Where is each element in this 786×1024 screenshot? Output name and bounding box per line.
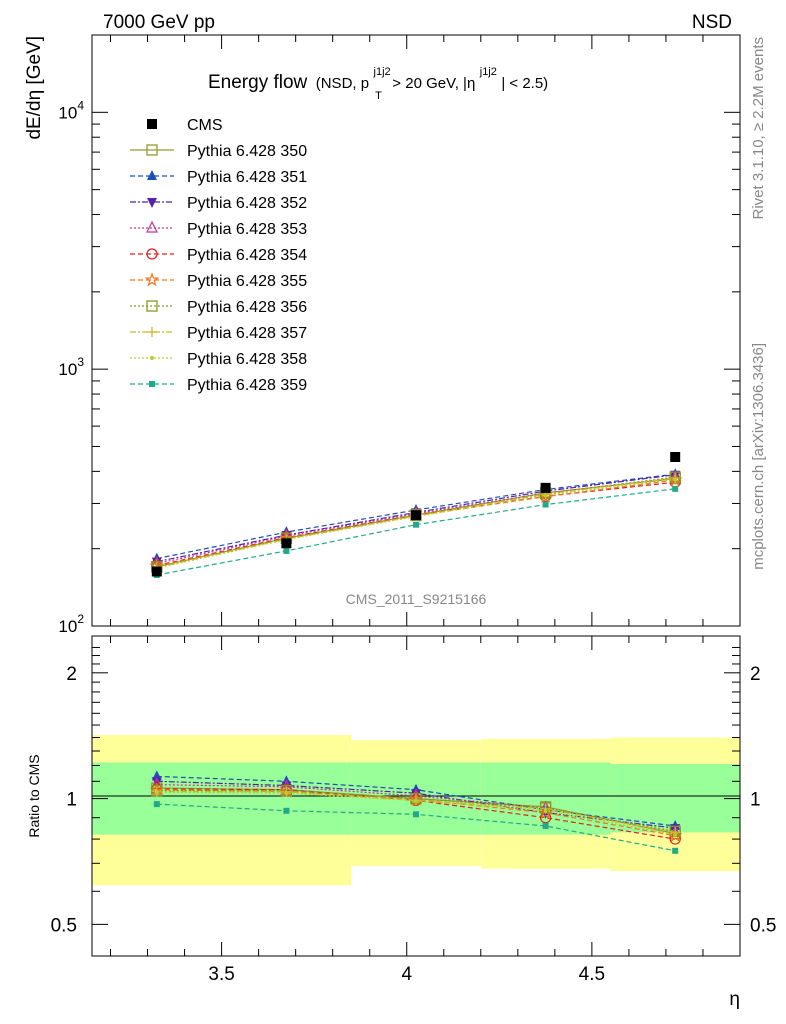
mcplots-label: mcplots.cern.ch [arXiv:1306.3436]	[750, 343, 767, 570]
legend-label-8: Pythia 6.428 358	[187, 351, 307, 368]
legend-cms-marker	[147, 119, 157, 129]
x-axis-label: η	[729, 989, 740, 1010]
title-subT: T	[375, 90, 382, 102]
ratio-point-8	[154, 790, 159, 795]
y-tick-label: 103	[58, 355, 84, 379]
series-line-2	[156, 474, 676, 563]
ratio-point-8	[414, 798, 418, 803]
band-green-0	[92, 762, 352, 835]
cms-point	[411, 510, 421, 521]
x-tick-labels: 3.5 4 4.5	[208, 964, 605, 985]
ratio-plot-frame	[91, 635, 741, 957]
title-sub: (NSD, p	[316, 75, 369, 92]
ratio-y-axis-label: Ratio to CMS	[26, 754, 42, 837]
x-tick-label: 4.5	[579, 964, 605, 985]
ratio-line-8	[156, 791, 676, 836]
y-tick-label: 102	[58, 612, 84, 636]
series-line-1	[156, 473, 676, 560]
ratio-axis-ticks	[92, 636, 741, 956]
y-tick-label: 104	[58, 98, 84, 122]
ratio-point-9	[413, 811, 419, 818]
ratio-y-tick-label: 0.5	[51, 915, 77, 936]
ratio-point-9	[283, 807, 290, 814]
header-left: 7000 GeV pp	[103, 12, 215, 33]
cms-data-points	[151, 451, 681, 577]
title-sup2: j1j2	[479, 66, 497, 78]
rivet-label: Rivet 3.1.10, ≥ 2.2M events	[750, 37, 767, 220]
ratio-y-tick-labels: 0.5 0.5 1 1 2 2	[51, 664, 777, 937]
ratio-point-9	[542, 822, 549, 829]
series-point-9	[283, 547, 290, 554]
series-line-9	[156, 488, 676, 576]
legend-label-3: Pythia 6.428 353	[187, 221, 307, 238]
legend-marker-4	[146, 248, 158, 260]
ratio-series-group	[149, 770, 683, 854]
legend-marker-8	[150, 356, 154, 360]
legend-label-9: Pythia 6.428 359	[187, 377, 307, 394]
cms-point	[540, 482, 551, 493]
chart-title: Energy flow (NSD, p j1j2 T > 20 GeV, |η …	[208, 62, 548, 103]
main-y-axis-label: dE/dη [GeV]	[24, 36, 45, 140]
ratio-y-tick-label-right: 1	[750, 790, 761, 811]
series-point-9	[542, 501, 549, 508]
ratio-line-7	[156, 790, 676, 833]
series-point-9	[413, 521, 419, 528]
ratio-point-8	[543, 808, 548, 813]
legend-marker-2	[147, 198, 157, 208]
cms-point	[151, 566, 162, 577]
series-point-8	[543, 493, 548, 498]
main-y-tick-labels: 102 103 104	[58, 98, 84, 636]
legend-label-7: Pythia 6.428 357	[187, 325, 307, 342]
legend-label-4: Pythia 6.428 354	[187, 247, 307, 264]
series-point-8	[673, 477, 678, 482]
legend-label-1: Pythia 6.428 351	[187, 169, 307, 186]
main-series-group	[149, 468, 683, 578]
series-point-9	[672, 485, 679, 492]
legend-marker-1	[147, 170, 157, 180]
ratio-line-6	[156, 789, 676, 832]
legend-marker-3	[146, 220, 158, 233]
main-axis-ticks	[92, 34, 741, 627]
x-tick-label: 4	[401, 964, 412, 985]
ratio-point-8	[673, 832, 678, 837]
ratio-line-2	[156, 780, 676, 829]
legend-marker-0	[146, 144, 158, 156]
legend-cms-label: CMS	[187, 117, 223, 134]
ratio-y-tick-label-right: 2	[750, 664, 761, 685]
legend-marker-9	[149, 381, 155, 387]
cms-point	[670, 451, 681, 462]
legend-label-5: Pythia 6.428 355	[187, 273, 307, 290]
main-plot-frame	[91, 34, 741, 627]
legend-marker-5	[144, 272, 160, 287]
header-right: NSD	[692, 12, 732, 33]
ratio-point-8	[284, 791, 289, 796]
legend-label-6: Pythia 6.428 356	[187, 299, 307, 316]
ratio-uncertainty-bands	[92, 734, 740, 886]
x-tick-label: 3.5	[208, 964, 234, 985]
cms-point	[281, 538, 292, 549]
legend: CMS Pythia 6.428 350 Pythia 6.428 351 Pythi…	[130, 117, 307, 394]
ratio-y-tick-label: 1	[66, 790, 77, 811]
legend-marker-7	[147, 327, 157, 337]
ratio-y-tick-label-right: 0.5	[750, 915, 776, 936]
title-main: Energy flow	[208, 72, 308, 93]
ratio-y-tick-label: 2	[66, 664, 77, 685]
ratio-point-9	[153, 801, 160, 808]
title-sup1: j1j2	[373, 66, 391, 78]
title-end: | < 2.5)	[501, 75, 548, 92]
legend-marker-6	[146, 300, 158, 312]
title-mid: > 20 GeV, |η	[392, 75, 475, 92]
legend-label-2: Pythia 6.428 352	[187, 195, 307, 212]
legend-label-0: Pythia 6.428 350	[187, 143, 307, 160]
ratio-point-9	[672, 847, 679, 854]
analysis-watermark: CMS_2011_S9215166	[346, 591, 487, 607]
